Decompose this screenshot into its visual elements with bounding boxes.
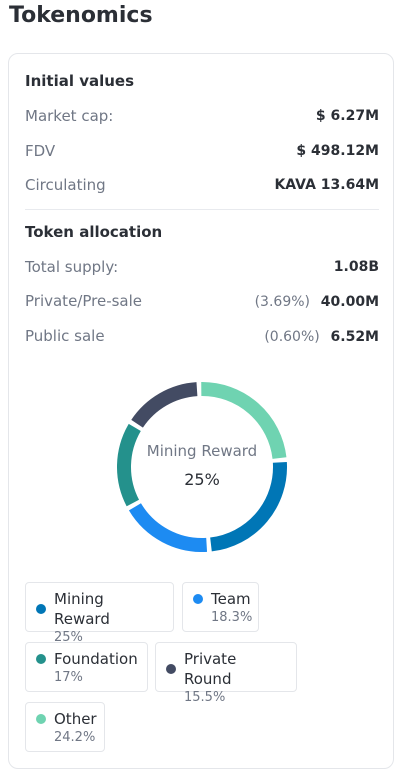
legend-name: Mining Reward (54, 590, 110, 628)
row-circulating: Circulating KAVA 13.64M (25, 174, 379, 196)
allocation-donut-chart (117, 382, 287, 552)
section-title-initial-values: Initial values (25, 72, 135, 90)
legend-name: Foundation (54, 650, 138, 668)
row-value: 1.08B (333, 259, 379, 275)
row-private-presale: Private/Pre-sale (3.69%) 40.00M (25, 290, 379, 312)
legend-item-other[interactable]: Other 24.2% (25, 702, 105, 752)
row-fdv: FDV $ 498.12M (25, 140, 379, 162)
tokenomics-card: Initial values Market cap: $ 6.27M FDV $… (8, 53, 394, 769)
donut-slice-mining-reward[interactable] (209, 461, 287, 552)
row-percent: (3.69%) (254, 294, 310, 310)
row-value: $ 6.27M (315, 108, 379, 124)
donut-slice-foundation[interactable] (117, 423, 141, 507)
legend-dot-icon (36, 714, 46, 724)
legend-name: Other (54, 710, 97, 728)
legend-percent: 24.2% (54, 730, 96, 745)
donut-slice-private-round[interactable] (131, 382, 198, 428)
legend-percent: 25% (54, 630, 83, 645)
row-total-supply: Total supply: 1.08B (25, 256, 379, 278)
donut-center-value: 25% (184, 470, 220, 489)
legend-percent: 17% (54, 670, 83, 685)
legend-item-foundation[interactable]: Foundation 17% (25, 642, 148, 692)
row-value: $ 498.12M (296, 143, 379, 159)
legend-dot-icon (193, 594, 203, 604)
row-market-cap: Market cap: $ 6.27M (25, 105, 379, 127)
legend-dot-icon (36, 654, 46, 664)
legend-name: Team (211, 590, 251, 608)
legend-dot-icon (36, 604, 46, 614)
legend-item-team[interactable]: Team 18.3% (182, 582, 259, 632)
row-public-sale: Public sale (0.60%) 6.52M (25, 325, 379, 347)
section-divider (25, 209, 379, 210)
legend-percent: 15.5% (184, 690, 226, 705)
section-title-token-allocation: Token allocation (25, 223, 163, 241)
row-value: 6.52M (330, 329, 379, 345)
row-label: Public sale (25, 327, 105, 345)
legend-item-mining-reward[interactable]: Mining Reward 25% (25, 582, 174, 645)
legend-percent: 18.3% (211, 610, 253, 625)
row-label: FDV (25, 142, 56, 160)
row-percent: (0.60%) (264, 329, 320, 345)
donut-slice-team[interactable] (128, 503, 208, 552)
row-label: Private/Pre-sale (25, 292, 143, 310)
legend-dot-icon (166, 664, 176, 674)
row-value: 40.00M (320, 294, 379, 310)
row-label: Total supply: (25, 258, 119, 276)
donut-center-label: Mining Reward (146, 442, 258, 460)
page-title: Tokenomics (9, 3, 153, 28)
row-label: Circulating (25, 176, 106, 194)
legend-name: Private Round (184, 650, 237, 688)
row-value: KAVA 13.64M (274, 177, 379, 193)
legend-item-private-round[interactable]: Private Round 15.5% (155, 642, 297, 705)
row-label: Market cap: (25, 107, 114, 125)
donut-slice-other[interactable] (201, 382, 287, 460)
